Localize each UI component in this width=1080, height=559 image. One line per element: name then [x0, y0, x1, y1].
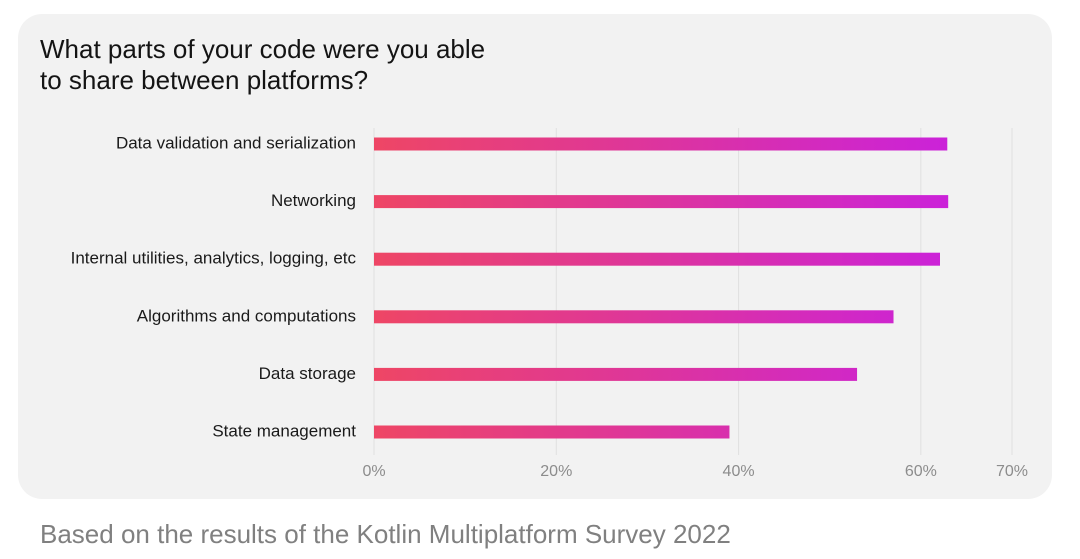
bar — [374, 195, 949, 209]
category-label: Data validation and serialization — [116, 133, 356, 152]
bar — [374, 252, 940, 266]
x-tick-label: 70% — [996, 463, 1028, 480]
category-labels: Data validation and serialization Network… — [71, 133, 357, 440]
bar — [374, 425, 730, 439]
chart-title: What parts of your code were you able to… — [40, 34, 486, 95]
category-label: Networking — [271, 191, 356, 210]
x-tick-label: 0% — [362, 463, 385, 480]
bars — [374, 137, 949, 439]
bar — [374, 367, 858, 381]
gridlines — [373, 128, 1013, 455]
x-tick-label: 20% — [540, 463, 572, 480]
footnote-source: Based on the results of the Kotlin Multi… — [40, 519, 731, 549]
bar — [374, 137, 948, 151]
category-label: Data storage — [259, 364, 356, 383]
category-label: State management — [212, 421, 356, 440]
category-label: Algorithms and computations — [137, 306, 356, 325]
category-label: Internal utilities, analytics, logging, … — [71, 249, 357, 268]
bar — [374, 310, 894, 324]
x-tick-label: 40% — [723, 463, 755, 480]
x-tick-label: 60% — [905, 463, 937, 480]
x-axis-ticks: 0% 20% 40% 60% 70% — [362, 463, 1028, 480]
